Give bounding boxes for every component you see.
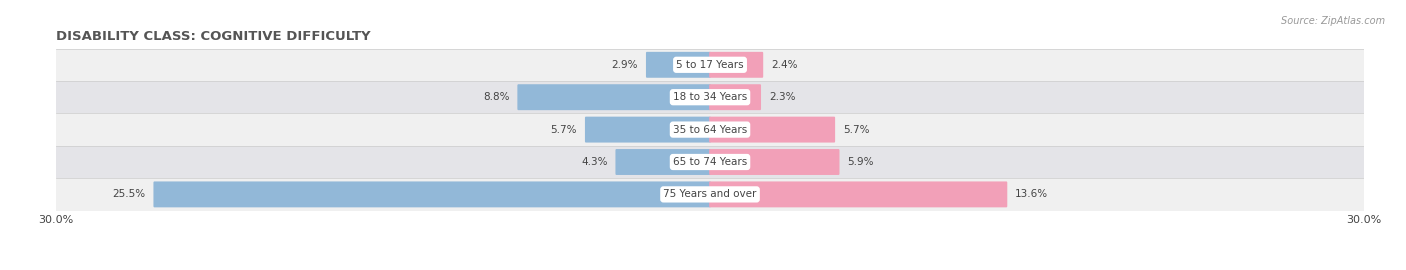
Text: 75 Years and over: 75 Years and over <box>664 189 756 200</box>
FancyBboxPatch shape <box>645 52 711 78</box>
Text: 2.3%: 2.3% <box>769 92 796 102</box>
Text: 5.9%: 5.9% <box>848 157 873 167</box>
FancyBboxPatch shape <box>709 84 761 110</box>
Text: DISABILITY CLASS: COGNITIVE DIFFICULTY: DISABILITY CLASS: COGNITIVE DIFFICULTY <box>56 30 371 43</box>
Text: 5.7%: 5.7% <box>551 124 576 135</box>
FancyBboxPatch shape <box>585 117 711 143</box>
Bar <box>56 81 1364 113</box>
Text: 18 to 34 Years: 18 to 34 Years <box>673 92 747 102</box>
FancyBboxPatch shape <box>709 117 835 143</box>
Bar <box>56 178 1364 211</box>
FancyBboxPatch shape <box>153 181 711 207</box>
Text: 8.8%: 8.8% <box>484 92 509 102</box>
Text: 65 to 74 Years: 65 to 74 Years <box>673 157 747 167</box>
FancyBboxPatch shape <box>517 84 711 110</box>
Bar <box>56 146 1364 178</box>
FancyBboxPatch shape <box>616 149 711 175</box>
Text: 25.5%: 25.5% <box>112 189 146 200</box>
FancyBboxPatch shape <box>709 181 1007 207</box>
Text: 5.7%: 5.7% <box>844 124 869 135</box>
Bar <box>56 49 1364 81</box>
Text: 4.3%: 4.3% <box>581 157 607 167</box>
Text: 2.4%: 2.4% <box>770 60 797 70</box>
Text: 5 to 17 Years: 5 to 17 Years <box>676 60 744 70</box>
Text: 35 to 64 Years: 35 to 64 Years <box>673 124 747 135</box>
Text: 2.9%: 2.9% <box>612 60 638 70</box>
Text: Source: ZipAtlas.com: Source: ZipAtlas.com <box>1281 16 1385 26</box>
FancyBboxPatch shape <box>709 52 763 78</box>
Bar <box>56 113 1364 146</box>
Text: 13.6%: 13.6% <box>1015 189 1049 200</box>
FancyBboxPatch shape <box>709 149 839 175</box>
